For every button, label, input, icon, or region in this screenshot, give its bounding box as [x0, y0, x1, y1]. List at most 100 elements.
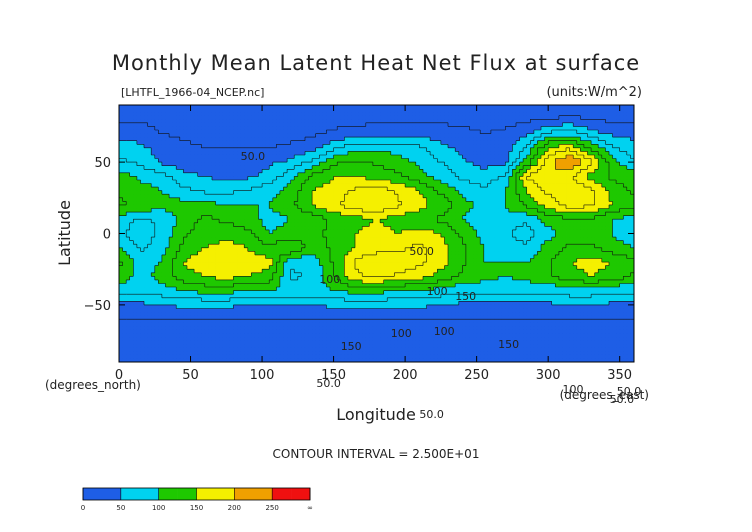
heatmap-cell [294, 204, 299, 209]
heatmap-cell [623, 105, 628, 109]
heatmap-cell [297, 126, 302, 131]
heatmap-cell [147, 129, 152, 134]
heatmap-cell [616, 140, 621, 145]
heatmap-cell [258, 187, 263, 192]
heatmap-cell [308, 165, 313, 170]
heatmap-cell [136, 119, 141, 124]
heatmap-cell [448, 169, 453, 174]
heatmap-cell [251, 215, 256, 220]
heatmap-cell [222, 215, 227, 220]
heatmap-cell [355, 122, 360, 127]
heatmap-cell [279, 219, 284, 224]
heatmap-cell [304, 144, 309, 149]
heatmap-cell [376, 112, 381, 117]
heatmap-cell [287, 204, 292, 209]
heatmap-cell [347, 105, 352, 109]
heatmap-cell [462, 144, 467, 149]
heatmap-cell [240, 133, 245, 138]
heatmap-cell [630, 144, 634, 149]
heatmap-cell [237, 169, 241, 174]
heatmap-cell [405, 108, 410, 113]
heatmap-cell [537, 158, 542, 163]
heatmap-field [119, 105, 634, 362]
heatmap-cell [269, 194, 274, 199]
heatmap-cell [136, 162, 141, 167]
heatmap-cell [433, 172, 438, 177]
heatmap-cell [573, 112, 578, 117]
heatmap-cell [297, 151, 302, 156]
heatmap-cell [351, 176, 356, 181]
heatmap-cell [122, 119, 127, 124]
heatmap-cell [558, 144, 563, 149]
heatmap-cell [501, 119, 506, 124]
heatmap-cell [186, 140, 191, 145]
heatmap-cell [523, 151, 528, 156]
heatmap-cell [372, 197, 377, 202]
heatmap-cell [430, 105, 435, 109]
heatmap-cell [591, 140, 596, 145]
heatmap-cell [315, 158, 320, 163]
heatmap-cell [437, 144, 442, 149]
heatmap-cell [544, 126, 549, 131]
heatmap-cell [204, 219, 209, 224]
heatmap-cell [583, 133, 588, 138]
heatmap-cell [183, 169, 188, 174]
heatmap-cell [197, 158, 202, 163]
heatmap-cell [186, 183, 191, 188]
heatmap-cell [344, 187, 349, 192]
heatmap-cell [408, 115, 413, 120]
heatmap-cell [222, 179, 227, 184]
heatmap-cell [319, 172, 324, 177]
heatmap-cell [405, 169, 410, 174]
heatmap-cell [301, 137, 306, 142]
heatmap-cell [358, 179, 363, 184]
heatmap-cell [519, 108, 524, 113]
heatmap-cell [258, 222, 263, 227]
heatmap-cell [530, 112, 535, 117]
heatmap-cell [530, 151, 535, 156]
heatmap-cell [269, 126, 274, 131]
heatmap-cell [211, 122, 216, 127]
heatmap-cell [498, 208, 503, 213]
heatmap-cell [290, 126, 295, 131]
heatmap-cell [326, 126, 331, 131]
heatmap-cell [365, 226, 370, 231]
heatmap-cell [247, 179, 252, 184]
heatmap-cell [612, 179, 617, 184]
heatmap-cell [326, 133, 331, 138]
heatmap-cell [594, 151, 599, 156]
heatmap-cell [566, 169, 571, 174]
heatmap-cell [401, 183, 406, 188]
heatmap-cell [194, 162, 199, 167]
heatmap-cell [390, 105, 395, 109]
heatmap-cell [587, 183, 592, 188]
heatmap-cell [322, 151, 327, 156]
heatmap-cell [419, 158, 424, 163]
heatmap-cell [616, 179, 621, 184]
heatmap-cell [422, 108, 427, 113]
heatmap-cell [630, 154, 634, 159]
heatmap-cell [258, 212, 263, 217]
heatmap-cell [340, 169, 345, 174]
heatmap-cell [430, 208, 435, 213]
heatmap-cell [508, 105, 513, 109]
heatmap-cell [623, 204, 628, 209]
heatmap-cell [244, 108, 249, 113]
heatmap-cell [426, 194, 431, 199]
heatmap-cell [262, 219, 267, 224]
heatmap-cell [530, 137, 535, 142]
heatmap-cell [233, 204, 238, 209]
heatmap-cell [415, 212, 420, 217]
heatmap-cell [626, 190, 631, 195]
heatmap-cell [330, 119, 334, 124]
heatmap-cell [126, 119, 131, 124]
heatmap-cell [229, 133, 234, 138]
heatmap-cell [319, 129, 324, 134]
heatmap-cell [240, 162, 245, 167]
heatmap-cell [508, 201, 513, 206]
heatmap-cell [304, 176, 309, 181]
heatmap-cell [562, 212, 567, 217]
heatmap-cell [279, 172, 284, 177]
heatmap-cell [176, 158, 181, 163]
heatmap-cell [154, 140, 159, 145]
